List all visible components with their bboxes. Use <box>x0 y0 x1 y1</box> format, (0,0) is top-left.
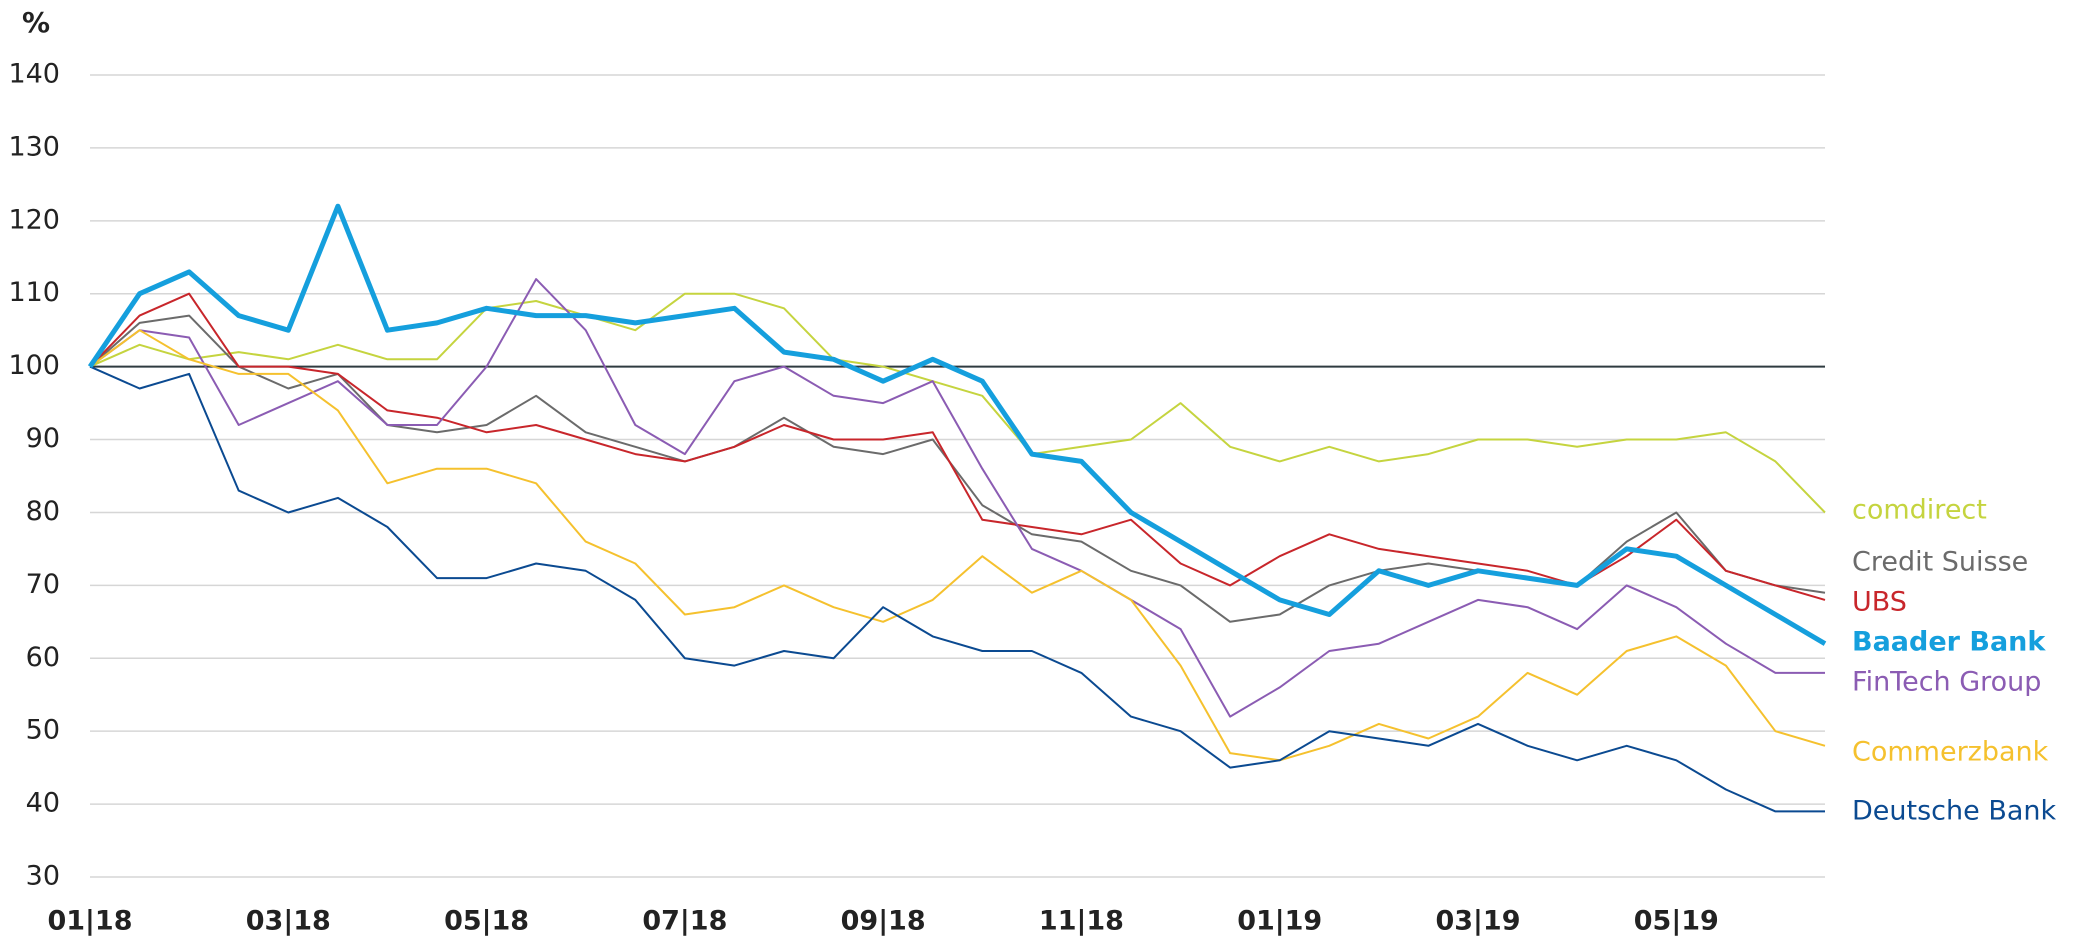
x-tick-label: 11|18 <box>1039 906 1124 937</box>
legend-label: Credit Suisse <box>1852 547 2028 578</box>
x-tick-label: 03|18 <box>246 906 331 937</box>
legend-label: FinTech Group <box>1852 667 2041 698</box>
legend-label: Deutsche Bank <box>1852 796 2056 827</box>
x-tick-label: 05|18 <box>444 906 529 937</box>
x-tick-label: 09|18 <box>841 906 926 937</box>
y-tick-label: 30 <box>26 861 60 892</box>
legend-label: comdirect <box>1852 495 1987 526</box>
x-tick-label: 05|19 <box>1634 906 1719 937</box>
x-tick-label: 07|18 <box>642 906 727 937</box>
y-tick-label: 110 <box>8 277 60 308</box>
y-tick-label: 70 <box>26 569 60 600</box>
legend-label: UBS <box>1852 587 1907 618</box>
y-axis-label: % <box>22 6 50 39</box>
series-line <box>89 365 1825 813</box>
y-tick-label: 90 <box>26 423 60 454</box>
series-line <box>87 203 1827 646</box>
y-tick-label: 80 <box>26 496 60 527</box>
y-tick-label: 130 <box>8 131 60 162</box>
series-line <box>89 329 1826 762</box>
series-line <box>89 278 1825 718</box>
x-tick-label: 03|19 <box>1435 906 1520 937</box>
y-tick-label: 40 <box>26 788 60 819</box>
y-tick-label: 120 <box>8 204 60 235</box>
legend-label: Commerzbank <box>1852 737 2049 768</box>
y-tick-label: 100 <box>8 350 60 381</box>
legend-label: Baader Bank <box>1852 627 2046 658</box>
x-tick-label: 01|19 <box>1237 906 1322 937</box>
series-line <box>89 292 1826 514</box>
series-line <box>89 292 1826 601</box>
x-tick-label: 01|18 <box>47 906 132 937</box>
y-tick-label: 140 <box>8 59 60 90</box>
y-tick-label: 50 <box>26 715 60 746</box>
series-line <box>89 314 1826 623</box>
y-tick-label: 60 <box>26 642 60 673</box>
